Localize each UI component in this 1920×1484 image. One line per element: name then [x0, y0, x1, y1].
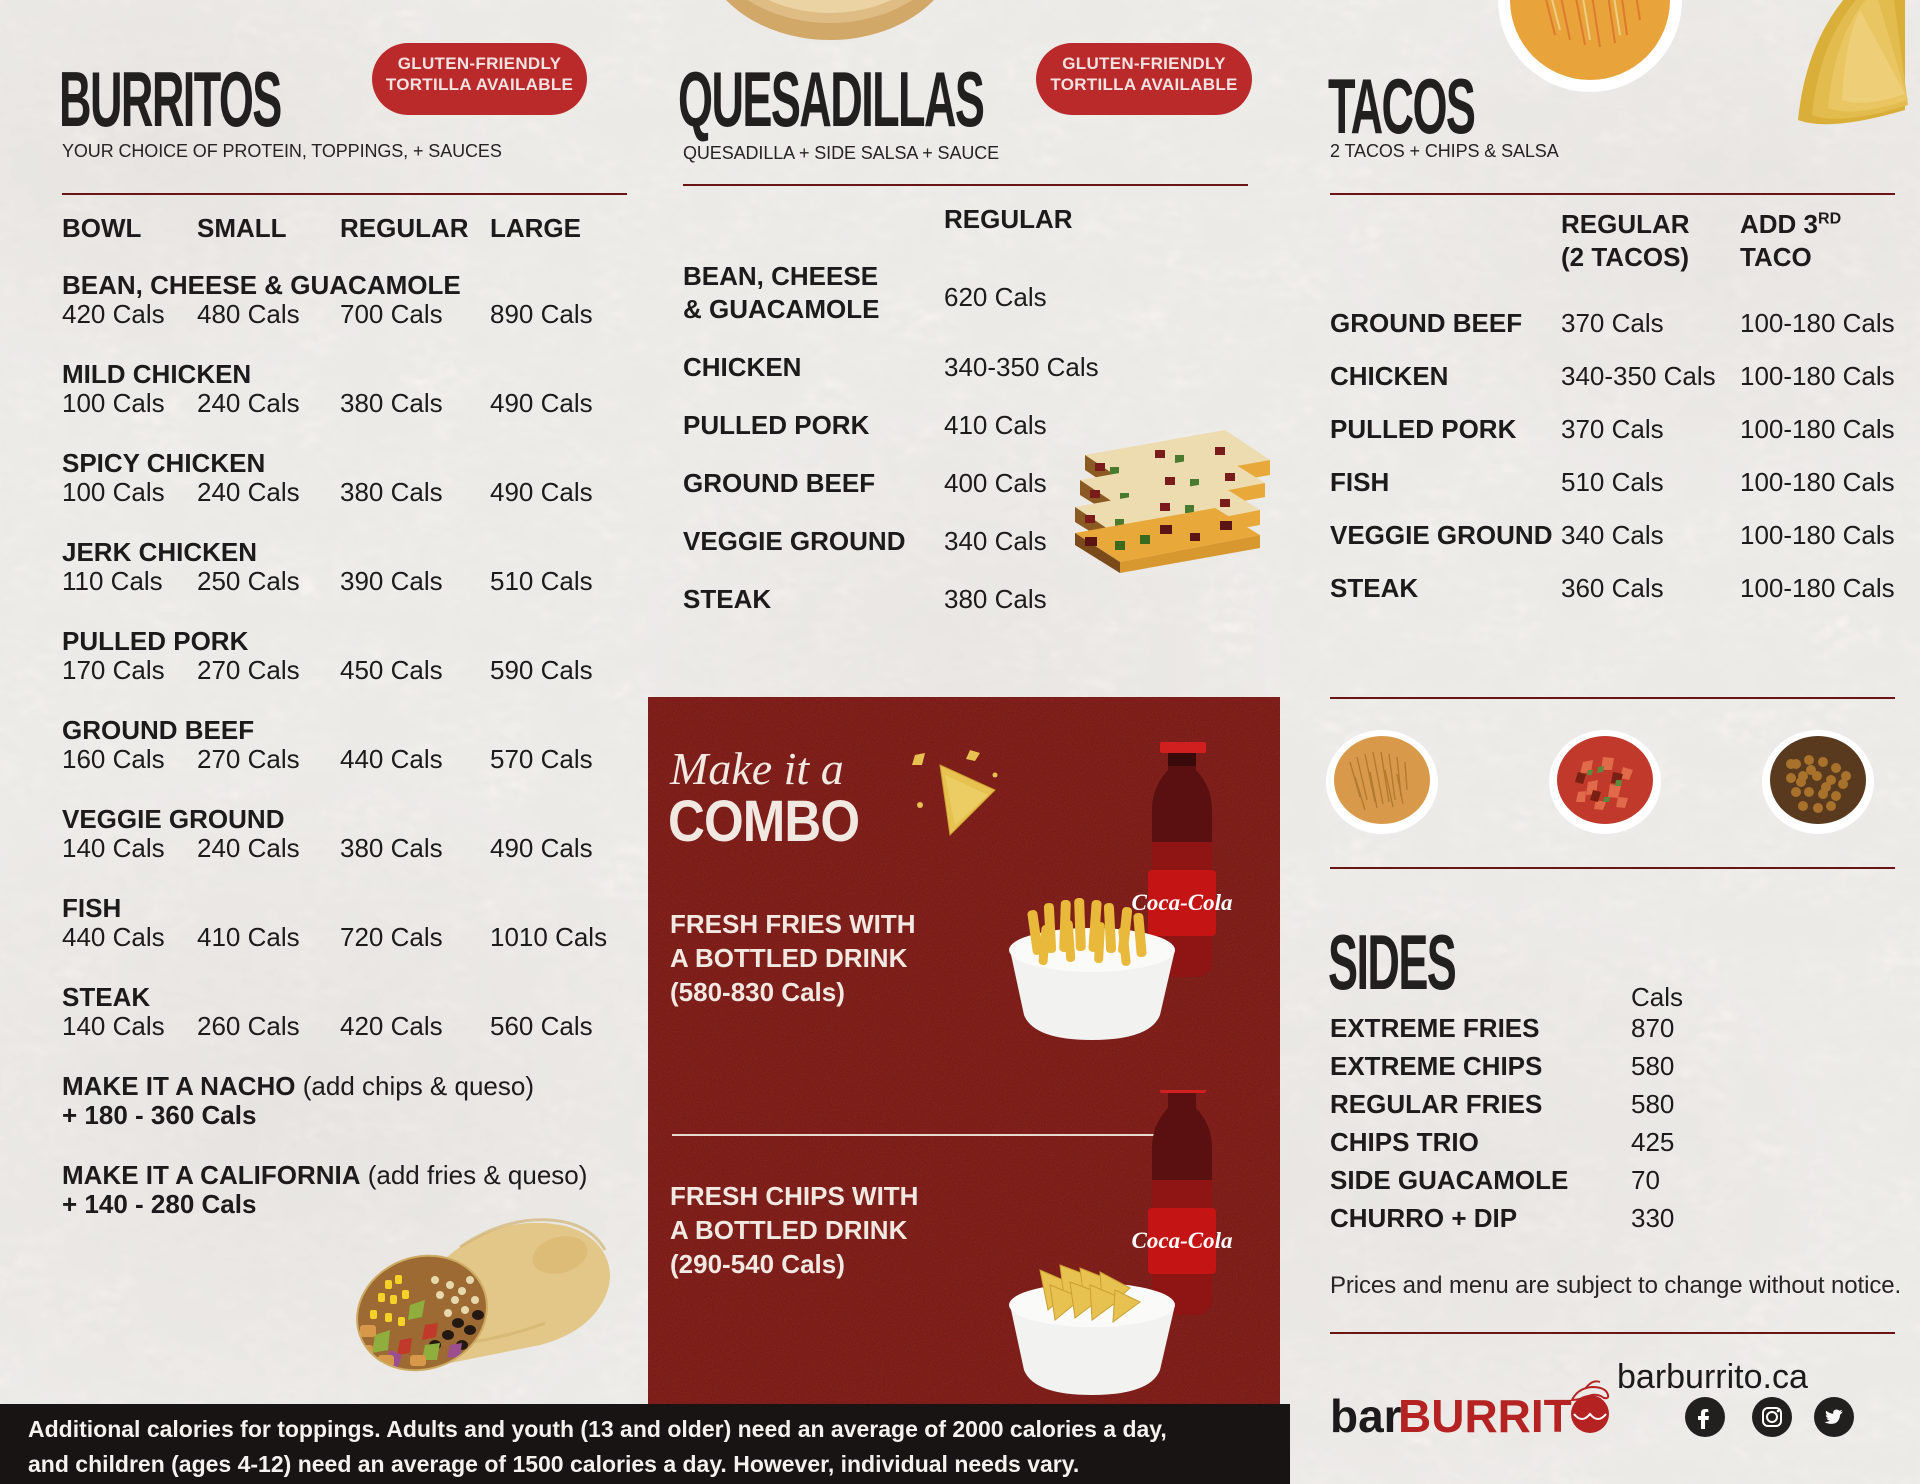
svg-text:bar: bar — [1330, 1390, 1402, 1442]
svg-text:BURRIT: BURRIT — [1398, 1390, 1572, 1442]
